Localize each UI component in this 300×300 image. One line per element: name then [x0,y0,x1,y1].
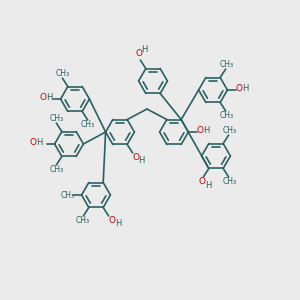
Text: H: H [242,84,249,93]
Text: O: O [196,126,203,135]
Text: H: H [36,138,42,147]
Text: O: O [29,138,37,147]
Text: O: O [136,49,143,58]
Text: H: H [203,126,210,135]
Text: CH₃: CH₃ [55,68,70,77]
Text: H: H [115,219,122,228]
Text: O: O [40,93,47,102]
Text: CH₃: CH₃ [223,125,237,134]
Text: O: O [235,84,242,93]
Text: O: O [199,178,206,187]
Text: O: O [108,216,115,225]
Text: CH₃: CH₃ [49,113,64,122]
Text: CH₃: CH₃ [220,112,234,121]
Text: CH₃: CH₃ [61,190,75,200]
Text: O: O [132,153,139,162]
Text: CH₃: CH₃ [75,217,89,226]
Text: H: H [205,181,211,190]
Text: CH₃: CH₃ [80,121,95,130]
Text: H: H [138,156,145,165]
Text: CH₃: CH₃ [49,166,64,175]
Text: CH₃: CH₃ [223,178,237,187]
Text: CH₃: CH₃ [220,59,234,68]
Text: H: H [46,93,52,102]
Text: H: H [141,45,148,54]
